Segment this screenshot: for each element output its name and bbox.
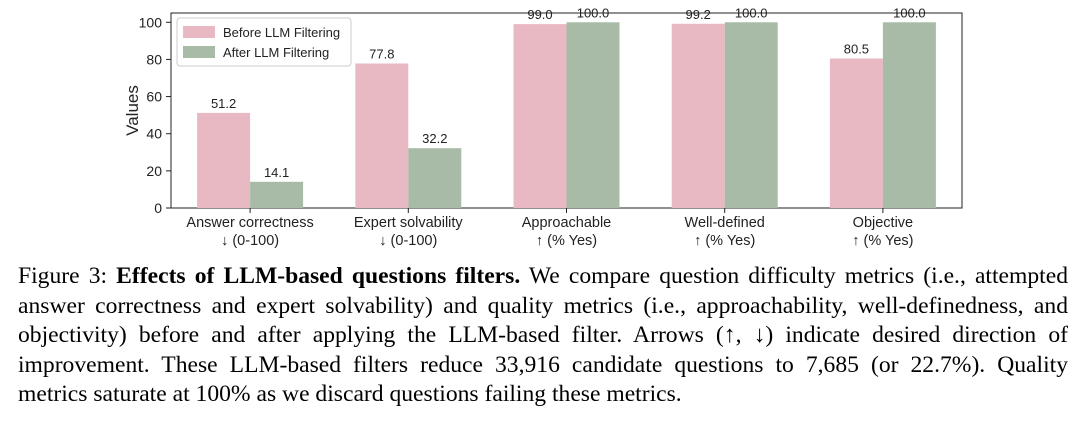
bar-after — [566, 22, 620, 208]
bar-after — [408, 148, 462, 208]
caption-label: Figure 3: — [18, 263, 108, 289]
chart-area: 0 20 40 60 80 100 Values 51.2 14.1 Answer correct… — [123, 5, 963, 249]
x-tick-sublabel: ↓ (0-100) — [221, 233, 279, 249]
y-tick-label: 80 — [146, 51, 162, 67]
legend-label: After LLM Filtering — [223, 45, 329, 60]
bar-after — [250, 181, 304, 208]
x-tick-label: Objective — [853, 215, 913, 231]
y-tick-label: 40 — [146, 126, 162, 142]
bar-chart: 0 20 40 60 80 100 Values 51.2 14.1 Answer correct… — [123, 5, 963, 249]
bar-before — [829, 58, 883, 208]
bar-before — [197, 112, 251, 208]
y-tick-label: 60 — [146, 89, 162, 105]
legend-label: Before LLM Filtering — [223, 25, 340, 40]
bar-value-label: 14.1 — [264, 165, 289, 180]
bar-value-label: 77.8 — [369, 47, 394, 62]
figure-caption: Figure 3: Effects of LLM-based questions… — [18, 262, 1068, 410]
bar-after — [882, 22, 936, 208]
legend-swatch — [183, 46, 215, 58]
caption-title: Effects of LLM-based questions filters. — [116, 263, 521, 289]
x-tick-sublabel: ↓ (0-100) — [379, 233, 437, 249]
y-tick-label: 0 — [154, 200, 162, 216]
y-tick-label: 20 — [146, 163, 162, 179]
bar-value-label: 99.0 — [527, 7, 552, 22]
bar-value-label: 99.2 — [686, 7, 711, 22]
bar-value-label: 100.0 — [577, 5, 610, 20]
x-tick-label: Approachable — [522, 215, 612, 231]
bar-value-label: 32.2 — [422, 131, 447, 146]
bar-before — [355, 63, 409, 209]
x-tick-sublabel: ↑ (% Yes) — [852, 233, 913, 249]
legend-box — [176, 17, 352, 67]
x-tick-label: Expert solvability — [354, 215, 464, 231]
bar-value-label: 100.0 — [893, 5, 926, 20]
bar-before — [513, 24, 567, 209]
legend-swatch — [183, 26, 215, 38]
y-axis-label: Values — [123, 85, 142, 136]
x-tick-label: Well-defined — [685, 215, 765, 231]
x-tick-label: Answer correctness — [186, 215, 313, 231]
bar-after — [724, 22, 778, 208]
x-tick-sublabel: ↑ (% Yes) — [536, 233, 597, 249]
x-tick-sublabel: ↑ (% Yes) — [694, 233, 755, 249]
bar-value-label: 100.0 — [735, 5, 768, 20]
bar-value-label: 51.2 — [211, 96, 236, 111]
y-tick-label: 100 — [139, 14, 163, 30]
caption-body: We compare question difficulty metrics (… — [18, 263, 1068, 408]
bar-before — [671, 23, 725, 209]
bar-value-label: 80.5 — [844, 42, 869, 57]
